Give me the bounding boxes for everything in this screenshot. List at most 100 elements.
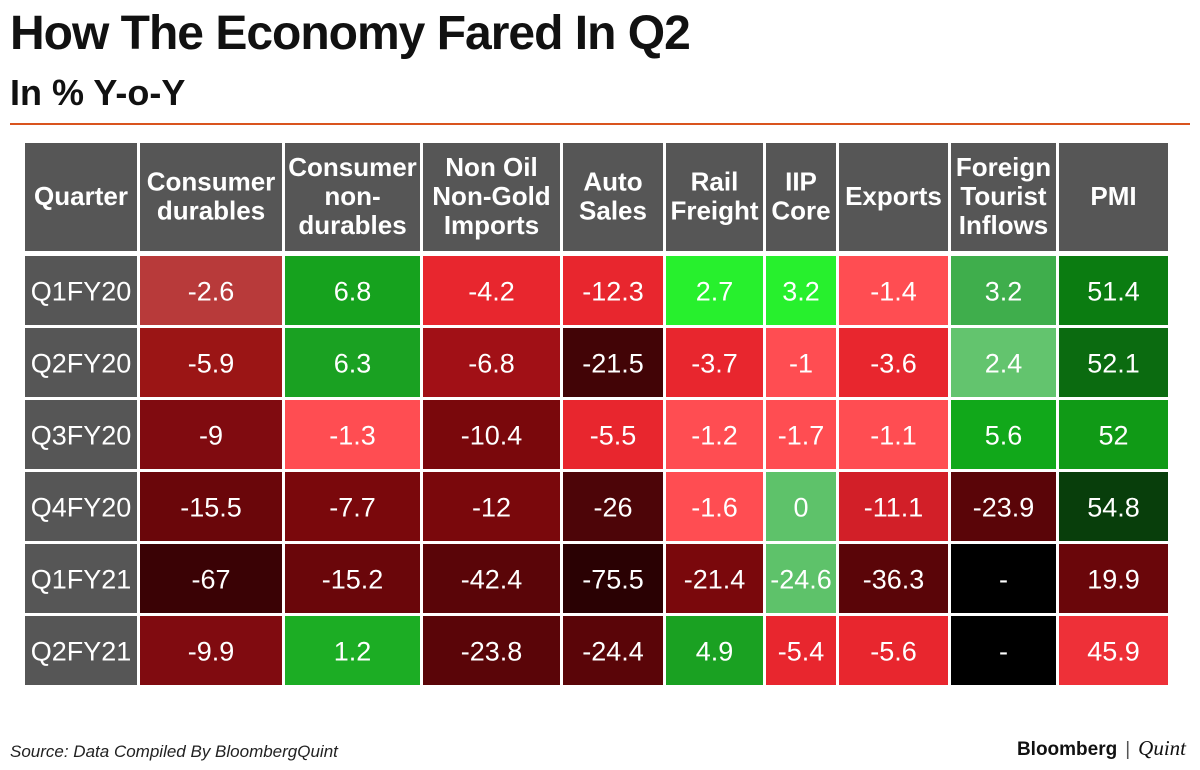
- brand-logo: Bloomberg | Quint: [1017, 736, 1186, 761]
- brand-quint: Quint: [1138, 736, 1186, 760]
- heatmap-cell: [140, 256, 282, 325]
- column-header-label: IIP: [785, 167, 817, 197]
- heatmap-cell: [423, 472, 560, 541]
- cell-value: -67: [191, 565, 230, 595]
- cell-value: -23.9: [973, 493, 1035, 523]
- row-label: Q1FY20: [31, 277, 132, 307]
- cell-value: -23.8: [461, 637, 523, 667]
- heatmap-cell: [285, 616, 420, 685]
- heatmap-cell: [140, 328, 282, 397]
- cell-value: 4.9: [696, 637, 734, 667]
- heatmap-cell: [1059, 256, 1168, 325]
- cell-value: -5.5: [590, 421, 637, 451]
- row-label: Q3FY20: [31, 421, 132, 451]
- cell-value: 1.2: [334, 637, 372, 667]
- heatmap-table: Quarter ConsumerdurablesConsumernon-durab…: [25, 143, 1168, 685]
- header-cell: [285, 143, 420, 251]
- heatmap-cell: [666, 256, 763, 325]
- heatmap-cell: [1059, 544, 1168, 613]
- heatmap-cell: [285, 256, 420, 325]
- cell-value: 52: [1098, 421, 1128, 451]
- heatmap-cell: [839, 616, 948, 685]
- heatmap-cell: [839, 544, 948, 613]
- cell-value: 5.6: [985, 421, 1023, 451]
- heatmap-cell: [563, 400, 663, 469]
- header-cell: [766, 143, 836, 251]
- heatmap-cell: [951, 616, 1056, 685]
- heatmap-cell: [563, 616, 663, 685]
- cell-value: -1.2: [691, 421, 738, 451]
- cell-value: -1.7: [778, 421, 825, 451]
- column-header-label: durables: [157, 196, 265, 226]
- heatmap-cell: [423, 256, 560, 325]
- row-label: Q2FY20: [31, 349, 132, 379]
- column-header-label: Exports: [845, 181, 942, 211]
- heatmap-cell: [140, 544, 282, 613]
- heatmap-cell: [839, 400, 948, 469]
- column-header-label: Non Oil: [445, 152, 537, 182]
- cell-value: -2.6: [188, 277, 235, 307]
- heatmap-cell: [1059, 400, 1168, 469]
- column-header-label: durables: [298, 210, 406, 240]
- heatmap-cell: [423, 616, 560, 685]
- cell-value: -11.1: [864, 493, 924, 523]
- chart-title: How The Economy Fared In Q2: [10, 7, 691, 60]
- column-header-label: Foreign: [956, 152, 1051, 182]
- cell-value: 6.8: [334, 277, 372, 307]
- heatmap-cell: [666, 400, 763, 469]
- cell-value: 3.2: [782, 277, 820, 307]
- chart-subtitle: In % Y-o-Y: [10, 72, 186, 113]
- cell-value: 2.4: [985, 349, 1023, 379]
- row-label: Q4FY20: [31, 493, 132, 523]
- cell-value: -1.6: [691, 493, 738, 523]
- header-cell: [951, 143, 1056, 251]
- heatmap-cell: [766, 400, 836, 469]
- cell-value: -42.4: [461, 565, 523, 595]
- cell-value: -21.5: [582, 349, 644, 379]
- cell-value: -1.4: [870, 277, 917, 307]
- heatmap-cell: [666, 328, 763, 397]
- row-label-cell: [25, 472, 137, 541]
- heatmap-cell: [951, 544, 1056, 613]
- cell-value: -21.4: [684, 565, 746, 595]
- column-header-label: Rail: [691, 167, 739, 197]
- cell-value: -5.6: [870, 637, 917, 667]
- cell-value: -7.7: [329, 493, 376, 523]
- cell-value: -15.2: [322, 565, 384, 595]
- source-note: Source: Data Compiled By BloombergQuint: [10, 742, 338, 761]
- cell-value: -5.4: [778, 637, 825, 667]
- cell-value: -15.5: [180, 493, 242, 523]
- cell-value: 0: [793, 493, 808, 523]
- cell-value: -36.3: [863, 565, 925, 595]
- header-cell: [423, 143, 560, 251]
- heatmap-cell: [766, 544, 836, 613]
- header-cell-quarter: [25, 143, 137, 251]
- heatmap-cell: [951, 256, 1056, 325]
- row-label-cell: [25, 256, 137, 325]
- cell-value: 52.1: [1087, 349, 1140, 379]
- heatmap-cell: [766, 616, 836, 685]
- header-cell: [140, 143, 282, 251]
- heatmap-cell: [285, 472, 420, 541]
- column-header-label: PMI: [1090, 181, 1136, 211]
- header-cell: [1059, 143, 1168, 251]
- heatmap-cell: [951, 400, 1056, 469]
- column-header-label: Inflows: [959, 210, 1049, 240]
- cell-value: -: [999, 637, 1008, 667]
- cell-value: -5.9: [188, 349, 235, 379]
- cell-value: -12: [472, 493, 511, 523]
- heatmap-cell: [766, 472, 836, 541]
- heatmap-cell: [951, 328, 1056, 397]
- brand-bloomberg: Bloomberg: [1016, 739, 1118, 760]
- heatmap-cell: [766, 256, 836, 325]
- row-label: Q2FY21: [31, 637, 132, 667]
- cell-value: -6.8: [468, 349, 515, 379]
- cell-value: 54.8: [1087, 493, 1140, 523]
- cell-value: -1: [789, 349, 813, 379]
- column-header-label: Sales: [579, 196, 647, 226]
- cell-value: 51.4: [1087, 277, 1140, 307]
- cell-value: -4.2: [468, 277, 515, 307]
- heatmap-cell: [423, 544, 560, 613]
- column-header-label: Auto: [583, 167, 642, 197]
- header-cell: [666, 143, 763, 251]
